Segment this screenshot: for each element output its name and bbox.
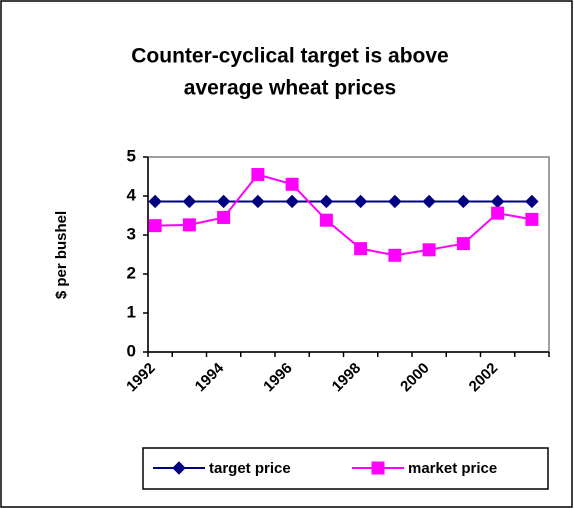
point-marker (422, 194, 436, 209)
point-marker (319, 213, 333, 227)
point-marker (216, 194, 231, 209)
point-marker (148, 194, 162, 209)
point-marker (319, 194, 334, 209)
point-marker (422, 243, 436, 257)
y-tick-label: 0 (127, 341, 136, 360)
point-marker (148, 219, 162, 233)
point-marker (525, 212, 539, 226)
point-marker (456, 194, 471, 209)
point-marker (172, 461, 186, 475)
point-marker (525, 194, 539, 209)
y-axis-label: $ per bushel (53, 211, 70, 299)
y-tick-label: 5 (127, 146, 136, 165)
chart-title: Counter-cyclical target is above (131, 45, 448, 68)
legend-box (142, 447, 549, 490)
point-marker (353, 194, 368, 209)
y-tick-label: 2 (127, 263, 136, 282)
point-marker (182, 194, 197, 209)
point-marker (182, 218, 196, 232)
point-marker (371, 461, 385, 475)
legend-label: market price (408, 460, 497, 477)
point-marker (491, 206, 505, 220)
y-tick-label: 3 (127, 224, 136, 243)
point-marker (354, 242, 368, 256)
point-marker (285, 194, 299, 209)
point-marker (388, 194, 402, 209)
point-marker (388, 248, 402, 262)
y-tick-label: 1 (127, 302, 136, 321)
y-tick-label: 4 (127, 185, 137, 204)
plot-area (147, 156, 550, 353)
point-marker (251, 168, 265, 182)
point-marker (285, 177, 299, 191)
point-marker (251, 194, 265, 209)
chart-title: average wheat prices (184, 77, 396, 100)
legend-label: target price (209, 460, 291, 477)
point-marker (217, 210, 231, 224)
point-marker (456, 237, 470, 251)
